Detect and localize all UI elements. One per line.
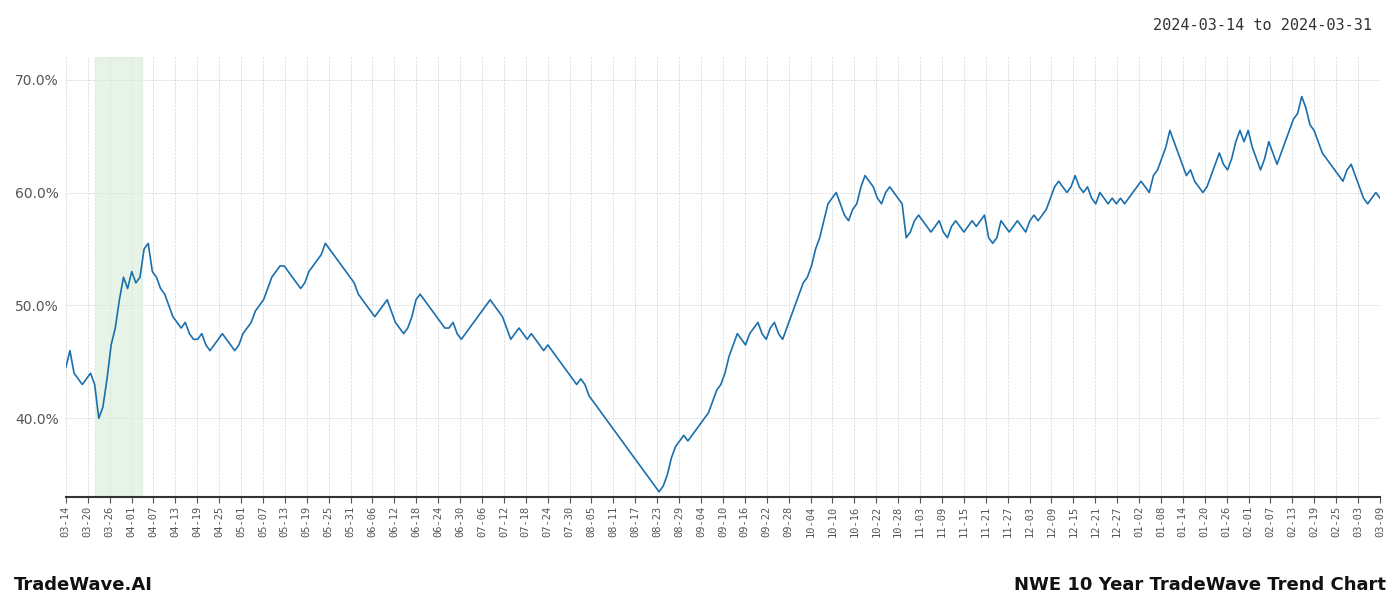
Text: TradeWave.AI: TradeWave.AI — [14, 576, 153, 594]
Text: 2024-03-14 to 2024-03-31: 2024-03-14 to 2024-03-31 — [1154, 18, 1372, 33]
Bar — [95, 57, 143, 497]
Text: NWE 10 Year TradeWave Trend Chart: NWE 10 Year TradeWave Trend Chart — [1014, 576, 1386, 594]
